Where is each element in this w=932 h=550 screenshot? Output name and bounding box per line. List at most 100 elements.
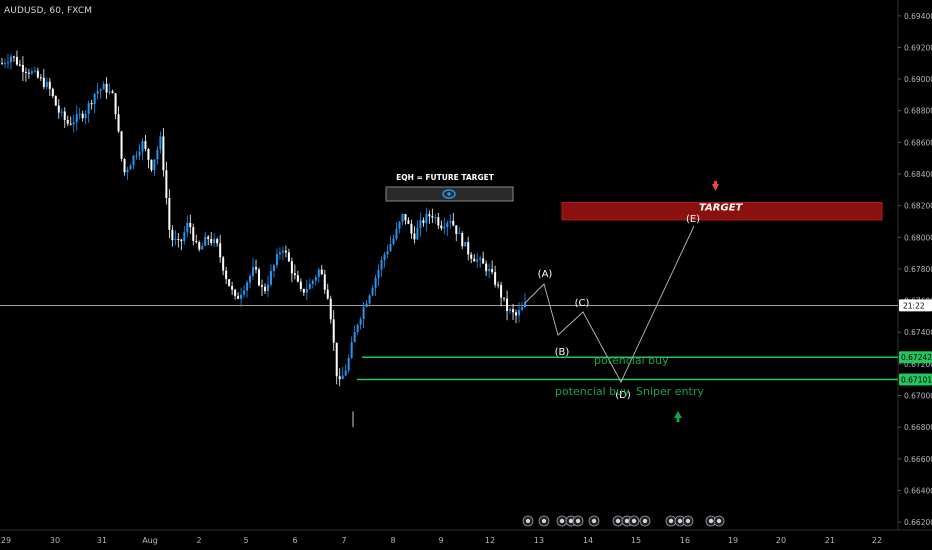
candle-body [141, 141, 144, 152]
candle-body [135, 155, 138, 157]
candle-body [356, 324, 359, 333]
candle-body [347, 357, 350, 371]
candle-body [395, 228, 398, 239]
candle-body [524, 302, 526, 308]
time-tick-label: 19 [728, 536, 738, 545]
candle-body [123, 158, 126, 173]
time-tick-label: 7 [341, 536, 346, 545]
candle-body [102, 83, 105, 90]
candle-body [75, 114, 78, 123]
candle-body [461, 233, 464, 247]
candle-body [431, 216, 434, 218]
candle-body [33, 70, 36, 72]
target-label: TARGET [699, 203, 744, 214]
candle-body [278, 252, 281, 255]
candle-body [219, 243, 222, 258]
candle-body [419, 220, 422, 228]
candle-body [509, 309, 512, 311]
candle-body [326, 289, 329, 299]
candle-body [204, 236, 207, 246]
candle-body [404, 213, 407, 221]
candle-body [57, 105, 60, 113]
candle-body [476, 259, 479, 262]
eqh-title: EQH = FUTURE TARGET [396, 173, 495, 182]
candle-body [389, 244, 392, 252]
sniper-entry-label: Sniper entry [636, 385, 704, 398]
arrow-down-icon [712, 184, 719, 191]
candle-body [323, 274, 326, 290]
candle-body [189, 222, 192, 228]
wave-label: (C) [575, 298, 590, 309]
candle-body [422, 220, 425, 224]
candle-body [18, 64, 21, 66]
candle-body [353, 332, 356, 343]
candle-body [464, 242, 467, 247]
candle-body [284, 250, 287, 253]
candle-body [470, 254, 473, 259]
candle-body [521, 307, 524, 311]
candle-body [60, 111, 63, 113]
candle-body [240, 294, 243, 299]
candle-body [69, 123, 72, 125]
candle-body [159, 136, 162, 150]
price-tick-label: 0.68400 [904, 170, 932, 179]
candle-body [302, 289, 305, 293]
candle-body [261, 285, 264, 287]
candle-body [458, 233, 461, 235]
candle-body [150, 159, 153, 171]
candle-body [488, 269, 491, 272]
time-tick-label: 15 [631, 536, 641, 545]
time-tick-label: 30 [50, 536, 60, 545]
price-tick-label: 0.69200 [904, 43, 932, 52]
time-tick-label: 12 [485, 536, 495, 545]
candle-body [446, 222, 449, 228]
candle-body [386, 251, 389, 255]
event-icon-dot [591, 518, 597, 524]
candle-body [237, 295, 240, 299]
candle-body [153, 159, 156, 171]
candle-body [147, 148, 150, 160]
potential-buy-label: potencial buy [594, 354, 669, 367]
event-icon-dot [541, 518, 547, 524]
event-icon-dot [624, 518, 630, 524]
target-zone[interactable] [561, 202, 883, 221]
candle-body [210, 239, 213, 244]
candle-body [515, 312, 518, 316]
candle-body [6, 62, 9, 64]
candle-body [518, 310, 521, 316]
candle-body [503, 297, 506, 299]
candle-body [162, 136, 165, 171]
price-tick-label: 0.67800 [904, 265, 932, 274]
candle-body [506, 298, 509, 311]
price-axis[interactable] [898, 0, 932, 550]
candle-body [479, 258, 482, 260]
candle-body [165, 170, 168, 199]
event-icon-dot [642, 518, 648, 524]
candle-body [305, 289, 308, 293]
candle-body [39, 77, 42, 79]
candle-body [272, 265, 275, 271]
candle-body [114, 93, 117, 115]
candle-body [90, 103, 93, 105]
event-icon-dot [631, 518, 637, 524]
candle-body [368, 295, 371, 304]
price-tick-label: 0.67200 [904, 360, 932, 369]
candle-body [156, 149, 159, 160]
price-tick-label: 0.66600 [904, 455, 932, 464]
arrow-up-icon [674, 411, 682, 418]
candle-body [177, 239, 180, 241]
candle-body [105, 83, 108, 93]
candle-body [377, 269, 380, 278]
price-tick-label: 0.66800 [904, 423, 932, 432]
candle-body [263, 286, 266, 292]
time-tick-label: 22 [872, 536, 882, 545]
candle-body [497, 284, 500, 286]
candle-body [255, 267, 258, 270]
candle-body [228, 279, 231, 287]
candle-body [144, 141, 147, 149]
candle-body [252, 267, 255, 276]
support-level-tag [899, 373, 932, 386]
candle-body [168, 198, 171, 230]
candle-body [72, 122, 75, 125]
